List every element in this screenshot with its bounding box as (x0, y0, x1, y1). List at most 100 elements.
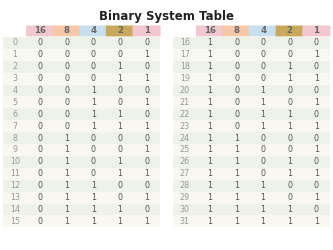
FancyBboxPatch shape (249, 26, 277, 36)
Text: 0: 0 (144, 62, 149, 71)
Text: 1: 1 (118, 62, 123, 71)
Text: 8: 8 (13, 134, 18, 142)
Text: 11: 11 (10, 169, 20, 178)
Text: 0: 0 (234, 74, 239, 83)
Text: 1: 1 (234, 181, 239, 190)
Text: Binary System Table: Binary System Table (99, 10, 234, 23)
Text: 0: 0 (118, 193, 123, 202)
Text: 1: 1 (234, 193, 239, 202)
Text: 1: 1 (314, 217, 319, 226)
Bar (173, 132, 330, 144)
Text: 0: 0 (144, 38, 149, 47)
Text: 0: 0 (261, 158, 266, 166)
Bar (173, 204, 330, 216)
Text: 1: 1 (118, 205, 123, 214)
Text: 0: 0 (38, 62, 43, 71)
Bar (3, 204, 160, 216)
Text: 0: 0 (118, 50, 123, 59)
Text: 0: 0 (314, 110, 319, 119)
Text: 1: 1 (261, 193, 266, 202)
Text: 0: 0 (118, 98, 123, 107)
Text: 30: 30 (180, 205, 190, 214)
Text: 1: 1 (118, 122, 123, 131)
Text: 0: 0 (234, 98, 239, 107)
Text: 1: 1 (314, 169, 319, 178)
Text: 1: 1 (234, 205, 239, 214)
Text: 1: 1 (207, 158, 212, 166)
Bar (173, 49, 330, 61)
FancyBboxPatch shape (79, 26, 108, 36)
Text: 1: 1 (207, 217, 212, 226)
Text: 1: 1 (118, 110, 123, 119)
Text: 0: 0 (261, 169, 266, 178)
FancyBboxPatch shape (106, 26, 134, 36)
Text: 1: 1 (207, 205, 212, 214)
Text: 0: 0 (144, 158, 149, 166)
Text: 0: 0 (64, 74, 69, 83)
Text: 1: 1 (13, 50, 18, 59)
Text: 2: 2 (13, 62, 18, 71)
Text: 1: 1 (144, 217, 149, 226)
Bar (3, 61, 160, 72)
Text: 1: 1 (207, 74, 212, 83)
Text: 1: 1 (314, 193, 319, 202)
Text: 1: 1 (64, 193, 69, 202)
Text: 0: 0 (234, 62, 239, 71)
Bar (3, 120, 160, 132)
FancyBboxPatch shape (196, 26, 224, 36)
Text: 20: 20 (180, 86, 190, 95)
Bar (3, 168, 160, 180)
Text: 0: 0 (91, 169, 96, 178)
Text: 1: 1 (314, 98, 319, 107)
Text: 10: 10 (10, 158, 20, 166)
Text: 8: 8 (233, 26, 239, 36)
Text: 1: 1 (207, 86, 212, 95)
Text: 0: 0 (287, 146, 292, 154)
Text: 0: 0 (38, 181, 43, 190)
Text: 0: 0 (64, 86, 69, 95)
Bar (173, 37, 330, 49)
Text: 1: 1 (207, 193, 212, 202)
Text: 23: 23 (180, 122, 190, 131)
FancyBboxPatch shape (53, 26, 81, 36)
Text: 0: 0 (64, 98, 69, 107)
Text: 0: 0 (91, 38, 96, 47)
Bar (3, 180, 160, 192)
Text: 0: 0 (91, 146, 96, 154)
Text: 0: 0 (118, 38, 123, 47)
Text: 0: 0 (38, 122, 43, 131)
Text: 9: 9 (13, 146, 18, 154)
Text: 1: 1 (91, 122, 96, 131)
Text: 0: 0 (118, 134, 123, 142)
Text: 1: 1 (207, 38, 212, 47)
Text: 1: 1 (287, 62, 292, 71)
Text: 6: 6 (13, 110, 18, 119)
Bar (173, 120, 330, 132)
Text: 1: 1 (207, 134, 212, 142)
Text: 1: 1 (91, 110, 96, 119)
Text: 16: 16 (204, 26, 216, 36)
Text: 1: 1 (144, 26, 150, 36)
Text: 1: 1 (207, 110, 212, 119)
Text: 1: 1 (207, 146, 212, 154)
Text: 1: 1 (64, 181, 69, 190)
Text: 0: 0 (38, 74, 43, 83)
Text: 0: 0 (261, 50, 266, 59)
Text: 1: 1 (234, 217, 239, 226)
Text: 0: 0 (38, 193, 43, 202)
Text: 15: 15 (10, 217, 20, 226)
Text: 1: 1 (313, 26, 319, 36)
Text: 1: 1 (234, 134, 239, 142)
Text: 22: 22 (180, 110, 190, 119)
Text: 26: 26 (180, 158, 190, 166)
Text: 21: 21 (180, 98, 190, 107)
FancyBboxPatch shape (222, 26, 251, 36)
Text: 29: 29 (180, 193, 190, 202)
Bar (3, 49, 160, 61)
Bar (173, 192, 330, 203)
Text: 0: 0 (287, 86, 292, 95)
FancyBboxPatch shape (302, 26, 330, 36)
Text: 0: 0 (314, 86, 319, 95)
Text: 1: 1 (261, 86, 266, 95)
Text: 17: 17 (180, 50, 190, 59)
